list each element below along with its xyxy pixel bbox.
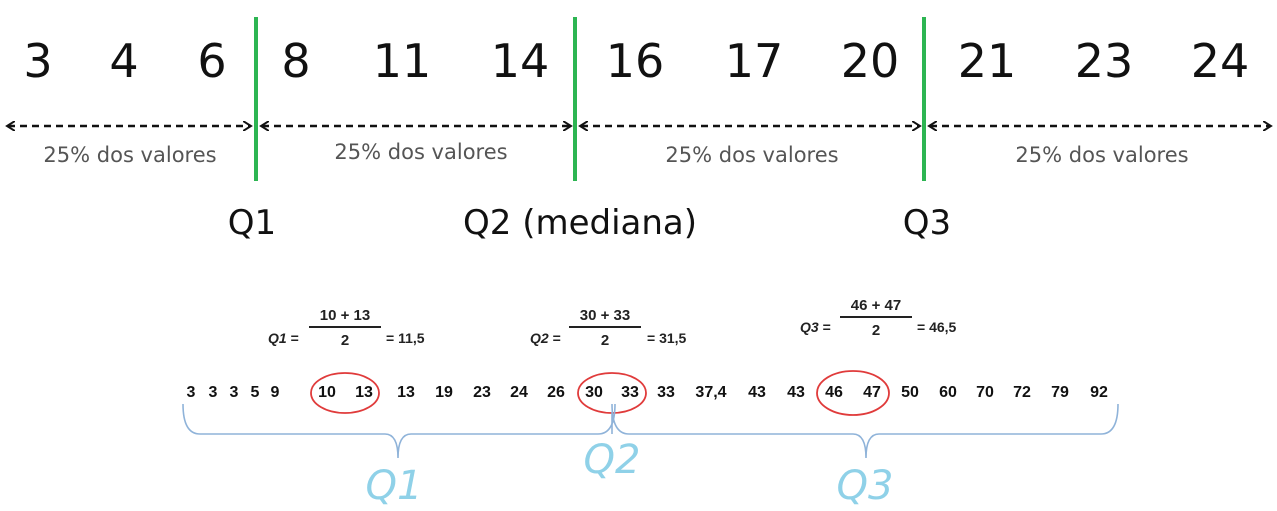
sequence-value: 9 bbox=[270, 384, 280, 401]
q3-brace-label: Q3 bbox=[836, 463, 894, 509]
sequence-value: 3 bbox=[186, 384, 196, 401]
sequence-value: 33 bbox=[657, 384, 675, 401]
fraction: 30 + 33 2 bbox=[569, 308, 641, 348]
q1-highlight-circle bbox=[310, 372, 380, 414]
segment-label: 25% dos valores bbox=[334, 140, 508, 164]
formula-var: Q1 = bbox=[268, 330, 299, 346]
denominator: 2 bbox=[600, 332, 610, 349]
sequence-value: 79 bbox=[1051, 384, 1069, 401]
formula-var: Q2 = bbox=[530, 330, 561, 346]
q3-brace bbox=[611, 403, 1119, 459]
sequence-value: 10 bbox=[318, 384, 336, 401]
sequence-value: 72 bbox=[1013, 384, 1031, 401]
q1-brace-label: Q1 bbox=[365, 463, 423, 509]
sequence-value: 13 bbox=[397, 384, 415, 401]
sequence-value: 30 bbox=[585, 384, 603, 401]
sequence-value: 13 bbox=[355, 384, 373, 401]
sequence-value: 3 bbox=[229, 384, 239, 401]
top-number: 14 bbox=[490, 34, 550, 88]
segment-arrows bbox=[0, 112, 1277, 142]
denominator: 2 bbox=[340, 332, 350, 349]
sequence-value: 37,4 bbox=[695, 384, 727, 401]
formula-result: = 31,5 bbox=[647, 330, 687, 346]
top-number: 20 bbox=[840, 34, 900, 88]
sequence-value: 50 bbox=[901, 384, 919, 401]
q1-divider bbox=[254, 17, 258, 181]
sequence-value: 60 bbox=[939, 384, 957, 401]
sequence-value: 24 bbox=[510, 384, 528, 401]
q2-brace-label: Q2 bbox=[583, 437, 641, 483]
formula-result: = 11,5 bbox=[386, 330, 425, 346]
sequence-value: 46 bbox=[825, 384, 843, 401]
sequence-value: 92 bbox=[1090, 384, 1108, 401]
sequence-value: 5 bbox=[250, 384, 260, 401]
q3-highlight-circle bbox=[816, 370, 890, 416]
sequence-value: 23 bbox=[473, 384, 491, 401]
sequence-value: 47 bbox=[863, 384, 881, 401]
top-number: 8 bbox=[281, 34, 311, 88]
top-number: 23 bbox=[1074, 34, 1134, 88]
sequence-value: 33 bbox=[621, 384, 639, 401]
sequence-value: 19 bbox=[435, 384, 453, 401]
fraction: 46 + 47 2 bbox=[840, 298, 912, 338]
segment-label: 25% dos valores bbox=[665, 143, 839, 167]
top-number: 4 bbox=[109, 34, 139, 88]
sequence-value: 43 bbox=[748, 384, 766, 401]
sequence-value: 43 bbox=[787, 384, 805, 401]
top-number: 11 bbox=[372, 34, 432, 88]
q2-divider bbox=[573, 17, 577, 181]
sequence-value: 70 bbox=[976, 384, 994, 401]
q2-label: Q2 (mediana) bbox=[462, 203, 698, 243]
numerator: 10 + 13 bbox=[309, 308, 381, 328]
segment-label: 25% dos valores bbox=[43, 143, 217, 167]
q1-label: Q1 bbox=[227, 203, 277, 243]
sequence-annotations bbox=[182, 370, 1119, 459]
sequence-value: 26 bbox=[547, 384, 565, 401]
top-number: 3 bbox=[23, 34, 53, 88]
segment-label: 25% dos valores bbox=[1015, 143, 1189, 167]
top-number: 6 bbox=[197, 34, 227, 88]
fraction: 10 + 13 2 bbox=[309, 308, 381, 348]
q3-label: Q3 bbox=[902, 203, 952, 243]
formula-var: Q3 = bbox=[800, 319, 831, 335]
sequence-value: 3 bbox=[208, 384, 218, 401]
top-number: 24 bbox=[1190, 34, 1250, 88]
formula-result: = 46,5 bbox=[917, 319, 957, 335]
denominator: 2 bbox=[871, 322, 881, 339]
top-number: 21 bbox=[957, 34, 1017, 88]
q1-brace bbox=[182, 403, 616, 459]
top-number: 17 bbox=[724, 34, 784, 88]
numerator: 46 + 47 bbox=[840, 298, 912, 318]
q3-divider bbox=[922, 17, 926, 181]
numerator: 30 + 33 bbox=[569, 308, 641, 328]
top-number: 16 bbox=[605, 34, 665, 88]
